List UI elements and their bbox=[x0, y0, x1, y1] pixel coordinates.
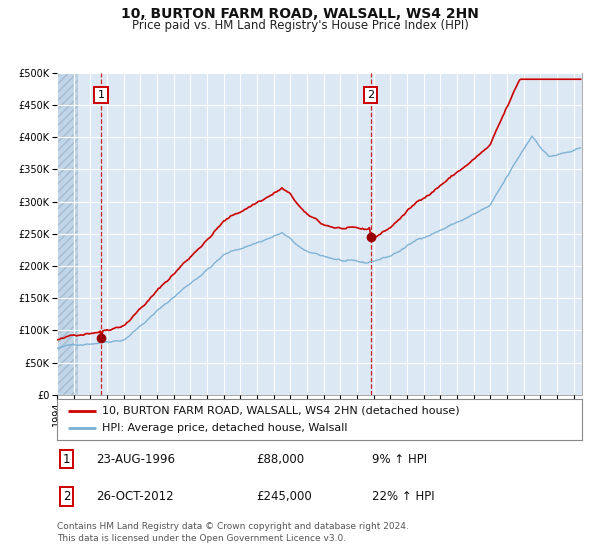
Text: 10, BURTON FARM ROAD, WALSALL, WS4 2HN: 10, BURTON FARM ROAD, WALSALL, WS4 2HN bbox=[121, 7, 479, 21]
Text: £88,000: £88,000 bbox=[257, 452, 305, 465]
Text: 23-AUG-1996: 23-AUG-1996 bbox=[97, 452, 175, 465]
Text: 1: 1 bbox=[97, 90, 104, 100]
Text: 2: 2 bbox=[63, 491, 70, 503]
Bar bbox=[57, 73, 77, 395]
Text: 2: 2 bbox=[367, 90, 374, 100]
Text: Price paid vs. HM Land Registry's House Price Index (HPI): Price paid vs. HM Land Registry's House … bbox=[131, 19, 469, 32]
Text: HPI: Average price, detached house, Walsall: HPI: Average price, detached house, Wals… bbox=[101, 423, 347, 433]
Text: £245,000: £245,000 bbox=[257, 491, 312, 503]
Text: 10, BURTON FARM ROAD, WALSALL, WS4 2HN (detached house): 10, BURTON FARM ROAD, WALSALL, WS4 2HN (… bbox=[101, 405, 459, 416]
Text: 9% ↑ HPI: 9% ↑ HPI bbox=[372, 452, 427, 465]
Text: Contains HM Land Registry data © Crown copyright and database right 2024.
This d: Contains HM Land Registry data © Crown c… bbox=[57, 522, 409, 543]
Text: 26-OCT-2012: 26-OCT-2012 bbox=[97, 491, 174, 503]
Text: 22% ↑ HPI: 22% ↑ HPI bbox=[372, 491, 434, 503]
Bar bbox=[57, 73, 77, 395]
Text: 1: 1 bbox=[63, 452, 70, 465]
